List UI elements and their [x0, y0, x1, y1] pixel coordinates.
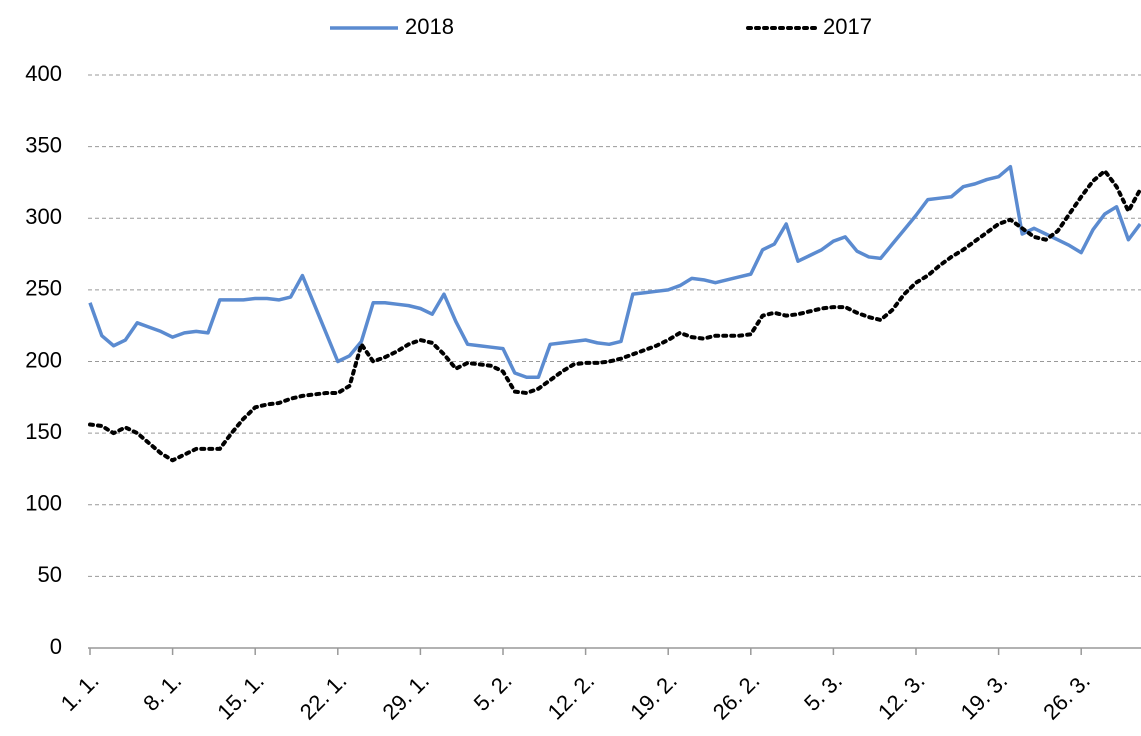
y-tick-label: 100: [25, 491, 62, 516]
legend-label: 2017: [823, 14, 872, 39]
y-tick-label: 350: [25, 132, 62, 157]
x-tick-label: 29. 1.: [377, 668, 434, 725]
x-tick-label: 15. 1.: [212, 668, 269, 725]
y-tick-label: 400: [25, 61, 62, 86]
x-tick-label: 19. 2.: [625, 668, 682, 725]
legend-label: 2018: [405, 14, 454, 39]
x-tick-label: 5. 3.: [799, 668, 847, 716]
y-tick-label: 0: [50, 634, 62, 659]
x-tick-label: 1. 1.: [56, 668, 104, 716]
x-tick-label: 26. 2.: [708, 668, 765, 725]
x-tick-label: 8. 1.: [138, 668, 186, 716]
y-tick-label: 300: [25, 204, 62, 229]
y-tick-label: 200: [25, 347, 62, 372]
y-tick-label: 250: [25, 276, 62, 301]
y-tick-label: 150: [25, 419, 62, 444]
x-tick-label: 19. 3.: [956, 668, 1013, 725]
x-tick-label: 5. 2.: [469, 668, 517, 716]
x-tick-label: 12. 3.: [873, 668, 930, 725]
y-tick-label: 50: [38, 562, 62, 587]
x-tick-label: 22. 1.: [295, 668, 352, 725]
x-tick-label: 26. 3.: [1038, 668, 1095, 725]
series-line: [88, 168, 1141, 463]
series-line: [88, 164, 1141, 380]
x-tick-label: 12. 2.: [543, 668, 600, 725]
